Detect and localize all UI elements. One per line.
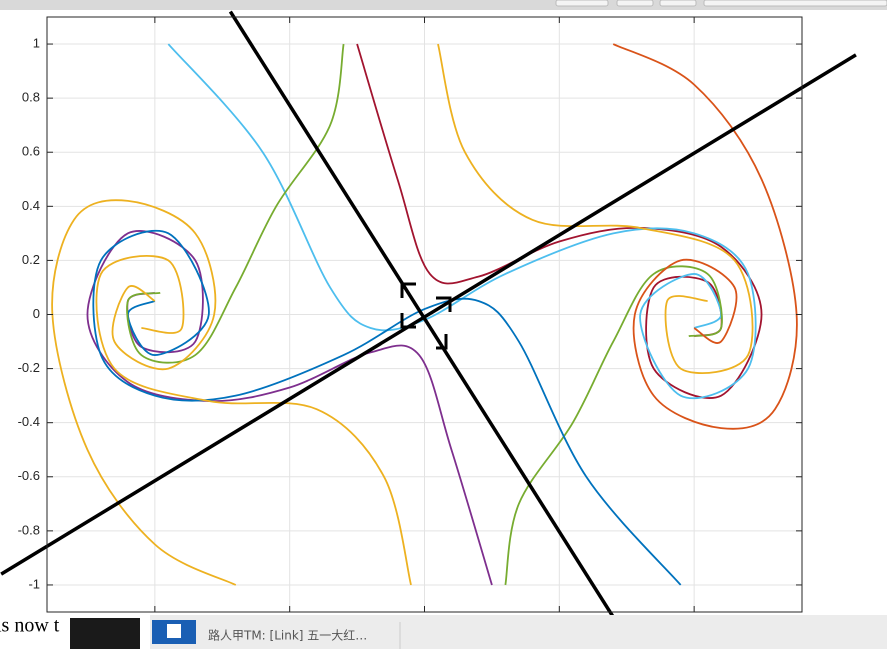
trajectory — [126, 43, 345, 364]
zoom-marker — [400, 282, 452, 350]
toolbar-button[interactable] — [555, 0, 609, 7]
y-tick-label: 0.2 — [22, 252, 40, 267]
trajectory — [356, 43, 763, 399]
trajectory — [612, 43, 798, 430]
y-tick-label: -0.4 — [18, 414, 40, 429]
trajectory — [92, 229, 682, 586]
window-bar — [0, 0, 887, 10]
axes-box — [46, 16, 803, 613]
trajectory — [95, 255, 412, 586]
notification[interactable]: 路人甲TM: [Link] 五一大红… — [208, 628, 367, 643]
trajectory — [86, 230, 493, 586]
trajectory — [0, 53, 857, 576]
y-tick-label: 0.6 — [22, 144, 40, 159]
partial-text: is now t — [0, 615, 60, 637]
trajectory — [51, 199, 237, 586]
y-tick-label: 0.4 — [22, 198, 40, 213]
y-tick-label: -0.8 — [18, 522, 40, 537]
toolbar-button[interactable] — [616, 0, 654, 7]
trajectory — [167, 43, 757, 400]
trajectory — [437, 43, 754, 374]
y-tick-label: -0.2 — [18, 360, 40, 375]
search-field[interactable] — [703, 0, 887, 7]
app-icon-glyph — [167, 624, 181, 638]
dark-button[interactable] — [70, 618, 140, 649]
toolbar-button[interactable] — [659, 0, 697, 7]
y-tick-label: 0.8 — [22, 90, 40, 105]
y-tick-label: 0 — [33, 306, 40, 321]
y-tick-label: -1 — [28, 576, 40, 591]
y-tick-label: -0.6 — [18, 468, 40, 483]
trajectory — [504, 265, 723, 586]
y-tick-label: 1 — [33, 35, 40, 50]
